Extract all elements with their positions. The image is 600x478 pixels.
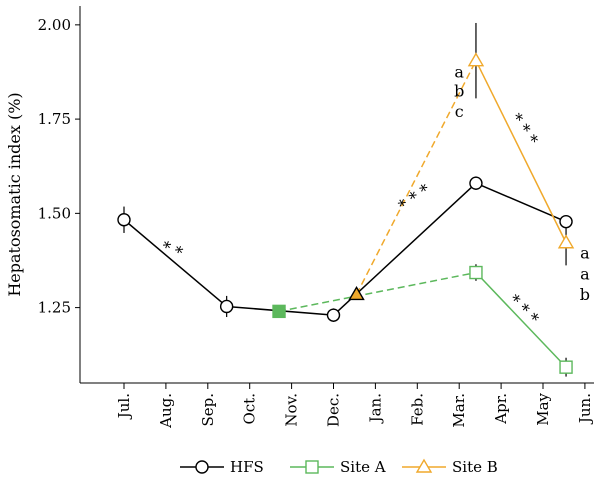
annotation: * * * [395, 180, 434, 215]
hfs-point [117, 213, 131, 227]
hfs-line-segment [475, 182, 567, 223]
legend-site-a-marker [305, 460, 319, 474]
x-tick-label: Apr. [492, 393, 510, 425]
legend-site-b-label: Site B [452, 458, 498, 476]
site-a-line-segment [475, 272, 567, 368]
site-a-line-segment [278, 271, 477, 313]
site-b-point [557, 234, 575, 249]
x-tick-label: Aug. [157, 393, 175, 429]
axes: 1.25 1.50 1.75 2.00 Jul. Aug. Sep. Oct. Nov. Dec.… [5, 6, 594, 429]
x-tick-label: Sep. [199, 393, 217, 427]
y-axis-title: Hepatosomatic index (%) [5, 92, 24, 296]
error-bars [123, 22, 567, 377]
annotation: a [580, 264, 590, 283]
x-tick-label: May [534, 392, 552, 425]
legend-hfs-label: HFS [230, 458, 264, 476]
x-tick-label: Nov. [283, 393, 301, 427]
site-b-point [467, 52, 485, 67]
site-b-line-segment [475, 60, 567, 244]
x-tick-label: Dec. [325, 393, 343, 427]
annotation: b [580, 285, 590, 304]
site-a-point [469, 265, 483, 280]
annotation: * * * [507, 110, 542, 149]
x-tick-label: Jan. [366, 393, 384, 424]
y-tick-label: 1.25 [38, 299, 71, 317]
legend-hfs-marker [195, 460, 209, 474]
legend-site-a-label: Site A [340, 458, 386, 476]
annotation: c [455, 102, 464, 121]
annotation: * * [159, 237, 186, 263]
series-lines [123, 60, 567, 368]
legend: HFS Site A Site B [180, 458, 498, 476]
x-tick-label: Oct. [241, 393, 259, 425]
hfs-point [326, 308, 341, 322]
x-tick-label: Mar. [450, 393, 468, 428]
site-b-point [348, 286, 365, 301]
annotation: a [454, 63, 464, 82]
y-tick-label: 1.50 [38, 204, 71, 222]
legend-site-b-marker [415, 458, 433, 473]
y-tick-label: 2.00 [38, 16, 71, 34]
hfs-line-segment [123, 219, 228, 308]
x-tick-label: Jun. [576, 393, 594, 425]
site-a-point [559, 360, 573, 374]
annotation: a [580, 244, 590, 263]
annotation: * * * [505, 291, 543, 329]
annotation: b [454, 81, 464, 100]
x-tick-label: Feb. [408, 393, 426, 426]
hfs-point [219, 299, 234, 314]
x-tick-label: Jul. [115, 393, 133, 420]
hfs-point [559, 214, 573, 229]
hfs-point [469, 176, 483, 190]
series-markers [117, 52, 575, 374]
site-a-point [272, 304, 286, 319]
y-tick-label: 1.75 [38, 110, 71, 128]
